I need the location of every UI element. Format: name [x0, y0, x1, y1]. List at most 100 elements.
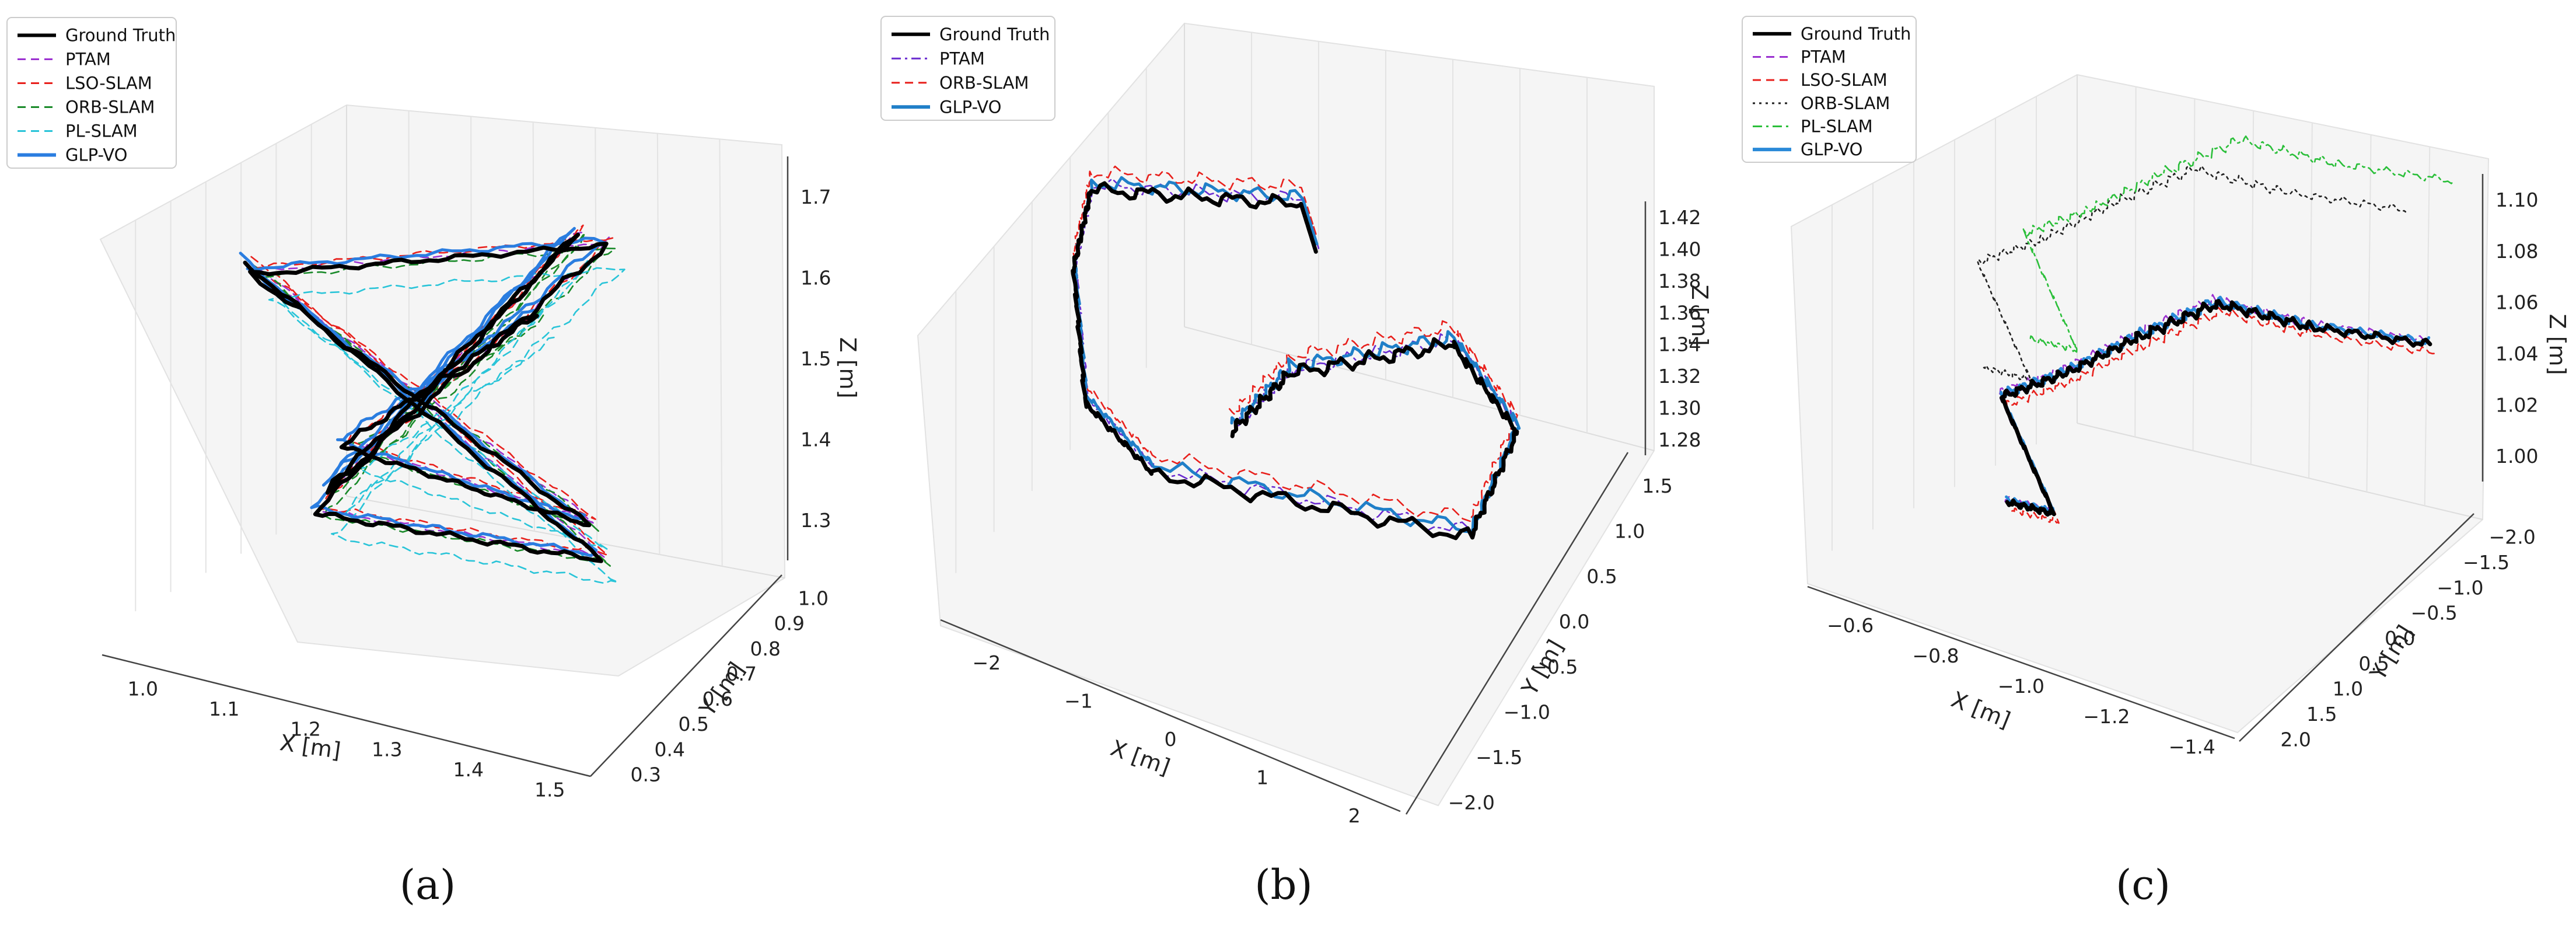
gridline: [2366, 134, 2372, 492]
y-tick-label: 0.9: [774, 612, 805, 635]
z-tick-label: 1.40: [1658, 238, 1701, 261]
x-tick-label: 0: [1165, 728, 1177, 751]
y-axis-line: [2239, 513, 2474, 742]
x-tick-label: 1.1: [209, 698, 239, 720]
y-tick-label: 1.0: [1614, 519, 1645, 542]
legend-entry: PL-SLAM: [65, 121, 138, 141]
x-tick-label: −0.6: [1827, 614, 1874, 637]
y-tick-label: −2.0: [2489, 526, 2536, 549]
z-tick-label: 1.7: [801, 186, 831, 208]
z-axis-label: Z [m]: [1687, 285, 1712, 346]
y-axis-line: [1405, 452, 1629, 815]
legend-entry: LSO-SLAM: [65, 74, 152, 93]
z-tick-label: 1.34: [1658, 333, 1701, 356]
y-tick-label: 0.0: [1559, 610, 1589, 633]
series-pl-slam-line: [261, 256, 625, 584]
z-tick-label: 1.36: [1658, 301, 1701, 324]
gridline: [2192, 99, 2196, 451]
legend-box: [880, 16, 1055, 121]
gridline: [2250, 110, 2255, 465]
x-tick-label: 1: [1256, 766, 1268, 789]
gridline: [408, 110, 410, 508]
series-orb-slam-line: [1072, 165, 1518, 522]
x-axis-line: [102, 654, 591, 777]
z-tick-label: 1.6: [801, 267, 831, 290]
x-tick-label: 1.0: [128, 677, 158, 700]
legend-entry: GLP-VO: [939, 97, 1001, 117]
y-tick-label: 0.6: [702, 688, 733, 710]
legend-entry: PL-SLAM: [1801, 117, 1873, 137]
legend-box: [1742, 16, 1917, 163]
legend: Ground Truth PTAM LSO-SLAM ORB-SLAM PL-SLAM G…: [1742, 16, 1917, 163]
axes-panes: [1790, 74, 2490, 734]
y-tick-label: 1.5: [2306, 703, 2337, 726]
panel-label: (a): [400, 861, 456, 909]
chart-panel-b: −2 −1 0 1 2 −2.0 −1.5 −1.0 −0.5 0.0 0.5 1.0 1.5 1.42 1…: [880, 16, 1712, 909]
y-tick-label: 1.0: [2333, 678, 2363, 700]
x-tick-label: 1.2: [291, 718, 321, 741]
y-tick-label: 0.0: [2385, 627, 2415, 650]
z-tick-label: 1.38: [1658, 270, 1701, 292]
z-tick-label: 1.06: [2495, 291, 2538, 314]
gridline: [595, 127, 598, 543]
z-axis-label: Z [m]: [2544, 314, 2570, 375]
x-tick-label: −0.8: [1913, 644, 1959, 667]
chart-panel-c: −0.6 −0.8 −1.0 −1.2 −1.4 2.01.5 1.0 0.50.0−0.5 −…: [1742, 16, 2570, 909]
legend: Ground Truth PTAM ORB-SLAM GLP-VO: [880, 16, 1055, 121]
z-tick-label: 1.00: [2495, 445, 2538, 468]
y-tick-label: −1.0: [1504, 700, 1550, 723]
legend-entry: ORB-SLAM: [65, 97, 155, 117]
series-orb-slam-line: [1976, 165, 2409, 383]
y-tick-label: −1.5: [1476, 746, 1522, 769]
z-tick-label: 1.3: [801, 509, 831, 532]
legend-entry: GLP-VO: [1801, 140, 1862, 159]
y-tick-label: 0.8: [750, 637, 781, 660]
legend-entry: Ground Truth: [1801, 24, 1911, 44]
gridline: [2308, 123, 2313, 479]
x-tick-label: −1.4: [2169, 735, 2215, 758]
y-tick-label: −1.5: [2463, 551, 2509, 574]
y-tick-label: −1.0: [2437, 576, 2483, 599]
y-tick-label: 0.5: [2358, 652, 2389, 675]
series-ground-truth-line: [243, 232, 609, 563]
y-tick-label: −0.5: [2411, 602, 2458, 625]
y-tick-label: −0.5: [1531, 655, 1578, 678]
x-tick-label: −1: [1064, 689, 1093, 712]
panel-label: (c): [2116, 861, 2170, 909]
y-tick-label: 2.0: [2280, 728, 2311, 751]
x-tick-label: 1.4: [453, 758, 484, 781]
y-tick-label: 0.4: [655, 738, 685, 761]
panel-label: (b): [1254, 861, 1312, 909]
pane-edge: [2077, 423, 2483, 520]
z-tick-label: 1.08: [2495, 240, 2538, 263]
y-tick-label: 0.7: [726, 662, 757, 685]
x-axis-line: [940, 619, 1401, 813]
chart-panel-a: 1.01.11.21.31.41.50.30.40.50.60.70.80.91…: [6, 17, 861, 909]
y-tick-label: −2.0: [1448, 791, 1495, 814]
y-tick-label: 0.3: [631, 763, 661, 786]
series-pl-slam-line: [2022, 135, 2455, 353]
series-ground-truth-line: [2000, 299, 2432, 517]
x-tick-label: 2: [1348, 804, 1361, 827]
z-axis-label: Z [m]: [835, 337, 861, 399]
x-tick-label: −1.2: [2083, 705, 2130, 728]
y-tick-label: 1.0: [798, 587, 829, 610]
y-tick-label: 0.5: [679, 713, 709, 735]
legend-entry: ORB-SLAM: [1801, 93, 1890, 113]
z-tick-label: 1.4: [801, 428, 831, 451]
z-tick-label: 1.30: [1658, 396, 1701, 419]
z-tick-label: 1.42: [1658, 206, 1701, 229]
y-axis-line: [590, 574, 782, 777]
pane-edge: [1184, 326, 1655, 451]
x-tick-label: −1.0: [1998, 675, 2044, 698]
legend-entry: ORB-SLAM: [939, 73, 1029, 93]
z-tick-label: 1.5: [801, 347, 831, 370]
legend-entry: PTAM: [1801, 47, 1846, 67]
gridline: [719, 139, 723, 567]
x-axis-line: [1807, 585, 2235, 740]
legend-entry: Ground Truth: [939, 25, 1050, 44]
y-tick-label: 0.5: [1586, 565, 1617, 588]
z-tick-label: 1.04: [2495, 342, 2538, 365]
x-tick-label: −2: [972, 651, 1001, 674]
